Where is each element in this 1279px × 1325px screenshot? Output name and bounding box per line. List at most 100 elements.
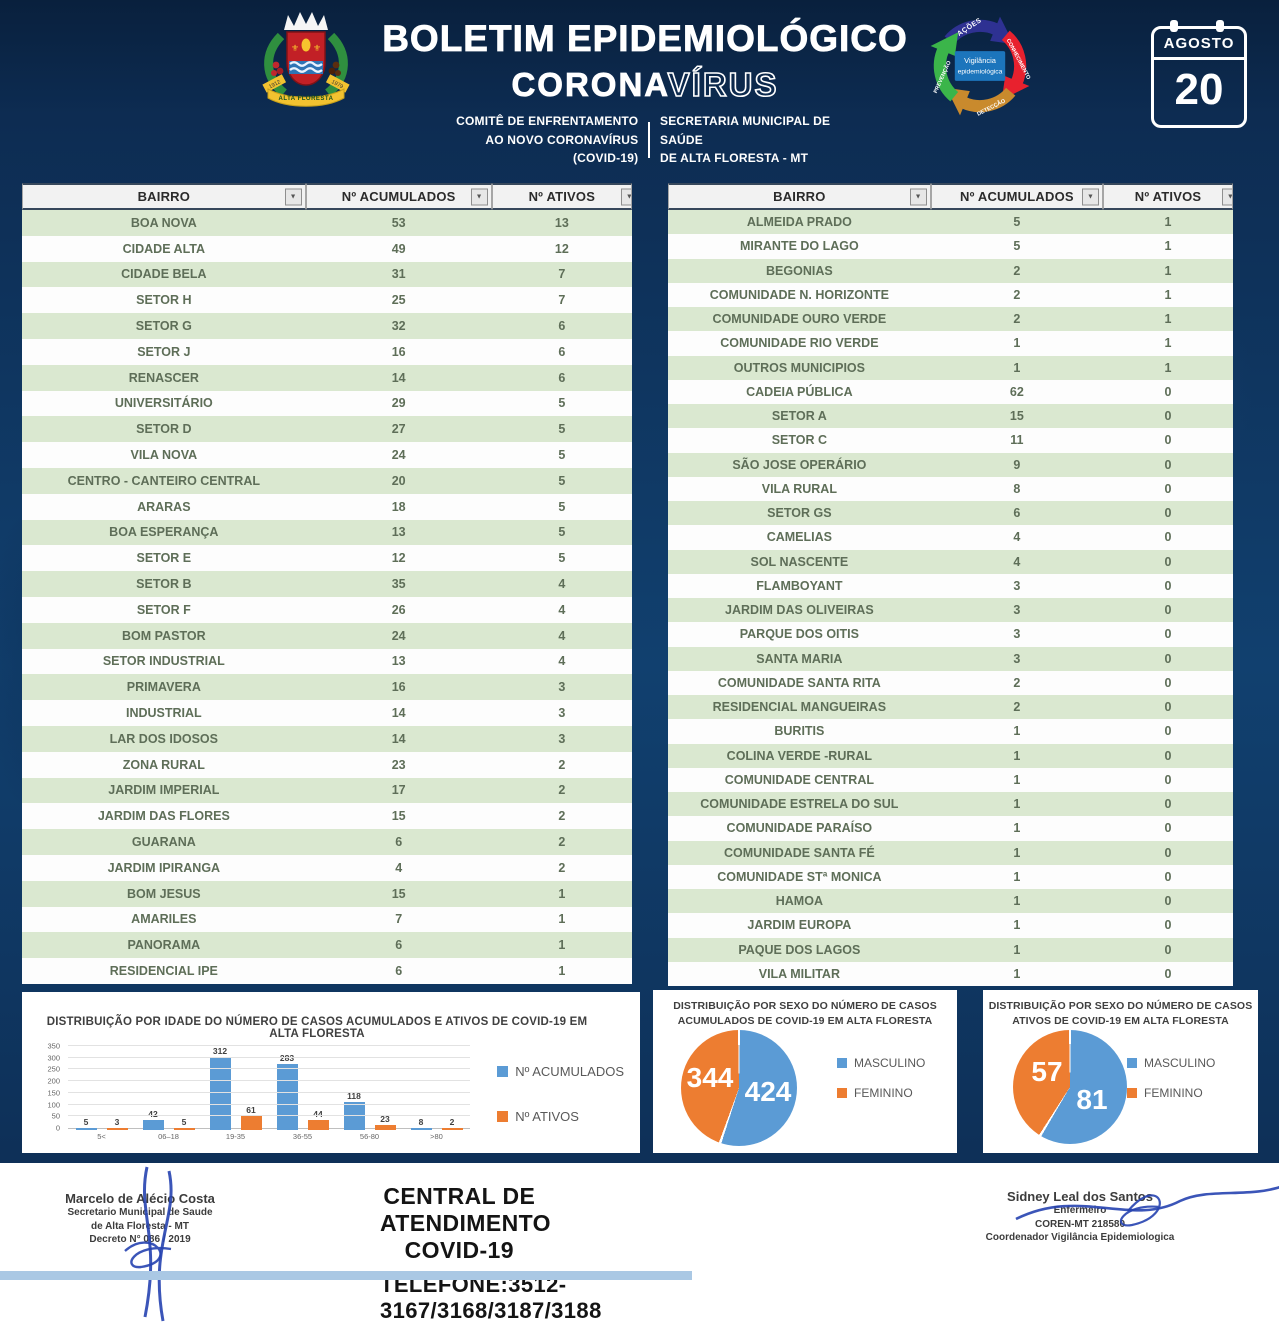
signature-city: de Alta Floresta - MT <box>91 1220 189 1232</box>
bairro-cell: SÃO JOSE OPERÁRIO <box>732 457 867 472</box>
table-row: PARQUE DOS OITIS 3 0 <box>668 622 1233 647</box>
bairro-cell: SETOR INDUSTRIAL <box>102 654 225 669</box>
crest-year-right: 1979 <box>330 79 344 90</box>
crest-crown <box>284 12 328 30</box>
bar <box>240 1115 262 1131</box>
acumulados-cell: 35 <box>391 577 406 592</box>
legend-label: MASCULINO <box>854 1056 926 1070</box>
legend-item: FEMININO <box>1127 1086 1215 1100</box>
legend-label: Nº ATIVOS <box>515 1109 579 1124</box>
ativos-cell: 0 <box>1164 894 1172 909</box>
ativos-cell: 5 <box>558 473 566 488</box>
ativos-cell: 0 <box>1164 409 1172 424</box>
table-row: AMARILES 7 1 <box>22 906 632 933</box>
column-header-label: BAIRRO <box>773 189 826 204</box>
bairro-cell: SETOR A <box>771 409 827 424</box>
acumulados-cell: 1 <box>1013 772 1021 787</box>
filter-dropdown-icon[interactable]: ▼ <box>1221 188 1232 205</box>
bairro-cell: PARQUE DOS OITIS <box>739 627 859 642</box>
filter-dropdown-icon[interactable]: ▼ <box>620 188 631 205</box>
ativos-cell: 0 <box>1164 772 1172 787</box>
bairro-cell: SOL NASCENTE <box>750 554 849 569</box>
ativos-cell: 2 <box>558 783 566 798</box>
legend-item: Nº ACUMULADOS <box>497 1064 624 1079</box>
acumulados-cell: 3 <box>1013 578 1021 593</box>
x-tick-label: 36-55 <box>292 1132 313 1141</box>
acumulados-cell: 2 <box>1013 312 1021 327</box>
bairro-cell: VILA NOVA <box>130 448 198 463</box>
acumulados-cell: 1 <box>1013 724 1021 739</box>
x-tick-label: >80 <box>430 1132 443 1141</box>
secretary-line1: SECRETARIA MUNICIPAL DE SAÚDE <box>659 114 831 147</box>
bairro-cell: COMUNIDADE RIO VERDE <box>720 336 879 351</box>
bar-value-label: 23 <box>380 1113 390 1124</box>
table-row: BEGONIAS 2 1 <box>668 258 1233 283</box>
bairro-cell: PANORAMA <box>127 938 201 953</box>
acumulados-cell: 3 <box>1013 651 1021 666</box>
bairro-cell: CENTRO - CANTEIRO CENTRAL <box>67 473 260 488</box>
table-row: JARDIM DAS OLIVEIRAS 3 0 <box>668 598 1233 623</box>
acumulados-cell: 16 <box>391 680 406 695</box>
table-row: GUARANA 6 2 <box>22 829 632 855</box>
table-row: PAQUE DOS LAGOS 1 0 <box>668 937 1233 962</box>
acumulados-cell: 14 <box>391 706 406 721</box>
filter-dropdown-icon[interactable]: ▼ <box>909 188 927 205</box>
table-row: SOL NASCENTE 4 0 <box>668 549 1233 574</box>
table-row: CIDADE BELA 31 7 <box>22 261 632 288</box>
filter-dropdown-icon[interactable]: ▼ <box>284 188 302 205</box>
ativos-cell: 0 <box>1164 966 1172 981</box>
legend-item: MASCULINO <box>1127 1056 1215 1070</box>
table-row: VILA RURAL 8 0 <box>668 476 1233 501</box>
acumulados-cell: 6 <box>395 938 403 953</box>
ativos-cell: 1 <box>1164 336 1172 351</box>
bairro-cell: RESIDENCIAL MANGUEIRAS <box>712 700 887 715</box>
bairro-cell: ARARAS <box>137 499 191 514</box>
table-row: BOM PASTOR 24 4 <box>22 622 632 649</box>
ativos-cell: 0 <box>1164 603 1172 618</box>
pie-chart-legend: MASCULINO FEMININO <box>1127 1056 1215 1100</box>
ativos-cell: 1 <box>1164 287 1172 302</box>
filter-dropdown-icon[interactable]: ▼ <box>470 188 488 205</box>
table-row: SETOR GS 6 0 <box>668 501 1233 526</box>
bairro-cell: JARDIM DAS OLIVEIRAS <box>725 603 874 618</box>
bulletin-title: BOLETIM EPIDEMIOLÓGICO <box>382 18 908 60</box>
ativos-cell: 5 <box>558 551 566 566</box>
signature-role: Secretario Municipal de Saude <box>67 1207 213 1218</box>
bairro-cell: PRIMAVERA <box>126 680 201 695</box>
bar <box>142 1120 164 1131</box>
bar-value-label: 8 <box>418 1117 424 1128</box>
signature-name: Marcelo de Alécio Costa <box>65 1191 215 1206</box>
bairro-cell: SETOR GS <box>767 506 832 521</box>
acumulados-cell: 13 <box>391 654 406 669</box>
acumulados-cell: 26 <box>391 602 406 617</box>
bar-value-label: 42 <box>148 1109 158 1120</box>
bairro-cell: HAMOA <box>775 894 823 909</box>
pie-chart-title: DISTRIBUIÇÃO POR SEXO DO NÚMERO DE CASOS… <box>653 990 957 1028</box>
ativos-cell: 1 <box>558 938 566 953</box>
filter-dropdown-icon[interactable]: ▼ <box>1082 188 1100 205</box>
bairro-cell: JARDIM EUROPA <box>747 918 852 933</box>
table-row: JARDIM EUROPA 1 0 <box>668 913 1233 938</box>
bairro-cell: CAMELIAS <box>766 530 832 545</box>
ativos-cell: 6 <box>558 370 566 385</box>
ativos-cell: 0 <box>1164 578 1172 593</box>
table-row: SANTA MARIA 3 0 <box>668 646 1233 671</box>
ativos-cell: 2 <box>558 809 566 824</box>
ativos-cell: 0 <box>1164 724 1172 739</box>
column-header-acumulados: Nº ACUMULADOS ▼ <box>305 183 492 210</box>
table-row: LAR DOS IDOSOS 14 3 <box>22 725 632 752</box>
table-row: OUTROS MUNICIPIOS 1 1 <box>668 355 1233 380</box>
acumulados-cell: 17 <box>391 783 406 798</box>
table-row: JARDIM DAS FLORES 15 2 <box>22 803 632 830</box>
acumulados-cell: 23 <box>391 757 406 772</box>
ativos-cell: 0 <box>1164 651 1172 666</box>
acumulados-cell: 6 <box>395 964 403 978</box>
bar <box>209 1057 231 1131</box>
column-header-label: BAIRRO <box>137 189 191 204</box>
acumulados-cell: 49 <box>391 241 406 256</box>
bar-unit: 23 <box>374 1113 396 1131</box>
bar-value-label: 312 <box>212 1046 228 1056</box>
table-row: VILA MILITAR 1 0 <box>668 961 1233 986</box>
neighborhood-table-right: BAIRRO ▼ Nº ACUMULADOS ▼ Nº ATIVOS ▼ ALMEID… <box>668 183 1233 986</box>
acumulados-cell: 2 <box>1013 675 1021 690</box>
